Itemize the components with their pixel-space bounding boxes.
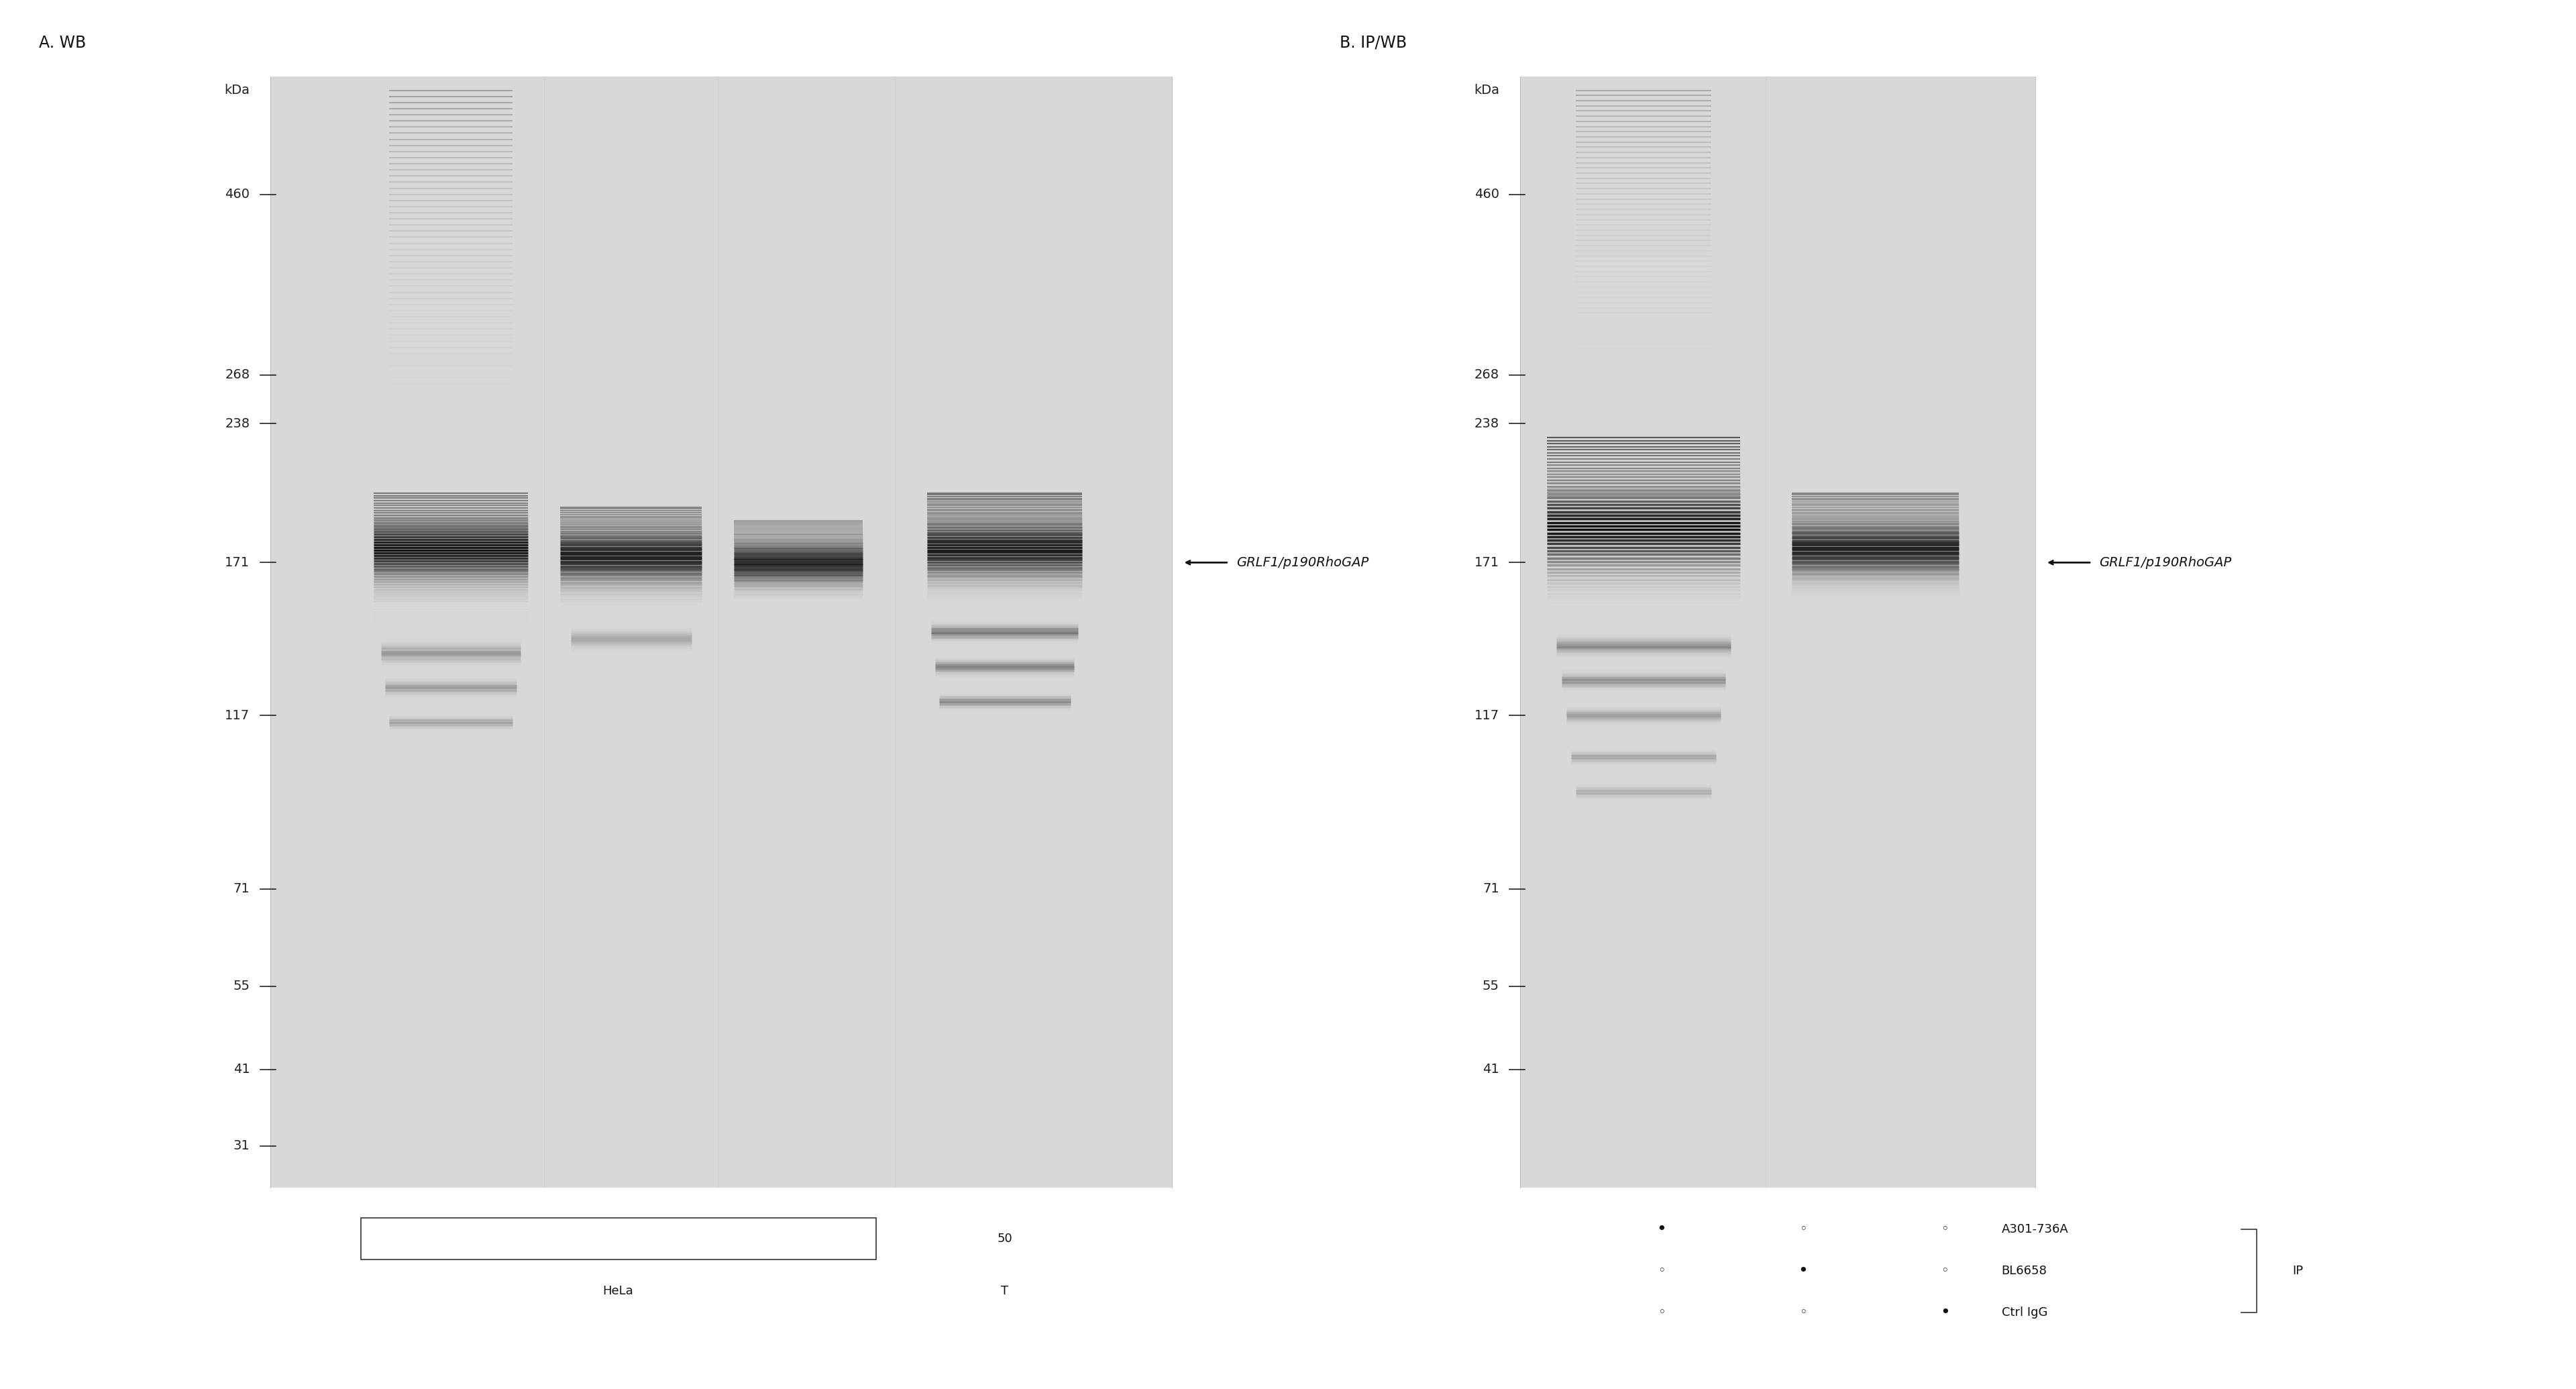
Text: 117: 117	[1473, 708, 1499, 722]
Text: 55: 55	[232, 979, 250, 993]
Text: 171: 171	[224, 556, 250, 569]
Bar	[1520, 76, 2035, 1188]
Text: ◦: ◦	[1659, 1306, 1664, 1320]
Text: 117: 117	[224, 708, 250, 722]
Text: Ctrl IgG: Ctrl IgG	[2002, 1307, 2048, 1318]
Text: GRLF1/p190RhoGAP: GRLF1/p190RhoGAP	[1236, 556, 1368, 569]
Text: 238: 238	[1473, 417, 1499, 431]
Text: 50: 50	[443, 1233, 459, 1245]
Text: ◦: ◦	[1942, 1222, 1947, 1236]
Text: 5: 5	[796, 1233, 801, 1245]
Text: ◦: ◦	[1801, 1222, 1806, 1236]
Text: IP: IP	[2293, 1265, 2303, 1276]
Text: 460: 460	[1473, 188, 1499, 201]
Text: 460: 460	[224, 188, 250, 201]
Text: 268: 268	[1473, 368, 1499, 382]
Text: 50: 50	[997, 1233, 1012, 1245]
Text: BL6658: BL6658	[2002, 1265, 2048, 1276]
Text: 71: 71	[234, 882, 250, 896]
Text: •: •	[1798, 1263, 1808, 1279]
Text: A. WB: A. WB	[39, 35, 85, 51]
Text: ◦: ◦	[1942, 1264, 1947, 1278]
Text: GRLF1/p190RhoGAP: GRLF1/p190RhoGAP	[2099, 556, 2231, 569]
Bar	[361, 1218, 876, 1260]
Text: 171: 171	[1473, 556, 1499, 569]
Text: •: •	[1940, 1304, 1950, 1321]
Text: 31: 31	[234, 1139, 250, 1153]
Text: T: T	[1002, 1285, 1007, 1297]
Text: ◦: ◦	[1659, 1264, 1664, 1278]
Text: B. IP/WB: B. IP/WB	[1340, 35, 1406, 51]
Text: HeLa: HeLa	[603, 1285, 634, 1297]
Text: ◦: ◦	[1801, 1306, 1806, 1320]
Text: A301-736A: A301-736A	[2002, 1224, 2069, 1235]
Text: 268: 268	[224, 368, 250, 382]
Text: 15: 15	[623, 1233, 639, 1245]
Bar	[270, 76, 1172, 1188]
Text: kDa: kDa	[224, 83, 250, 97]
Text: 41: 41	[234, 1063, 250, 1076]
Text: 55: 55	[1481, 979, 1499, 993]
Text: 71: 71	[1484, 882, 1499, 896]
Text: 238: 238	[224, 417, 250, 431]
Text: •: •	[1656, 1221, 1667, 1238]
Text: kDa: kDa	[1473, 83, 1499, 97]
Text: 41: 41	[1484, 1063, 1499, 1076]
